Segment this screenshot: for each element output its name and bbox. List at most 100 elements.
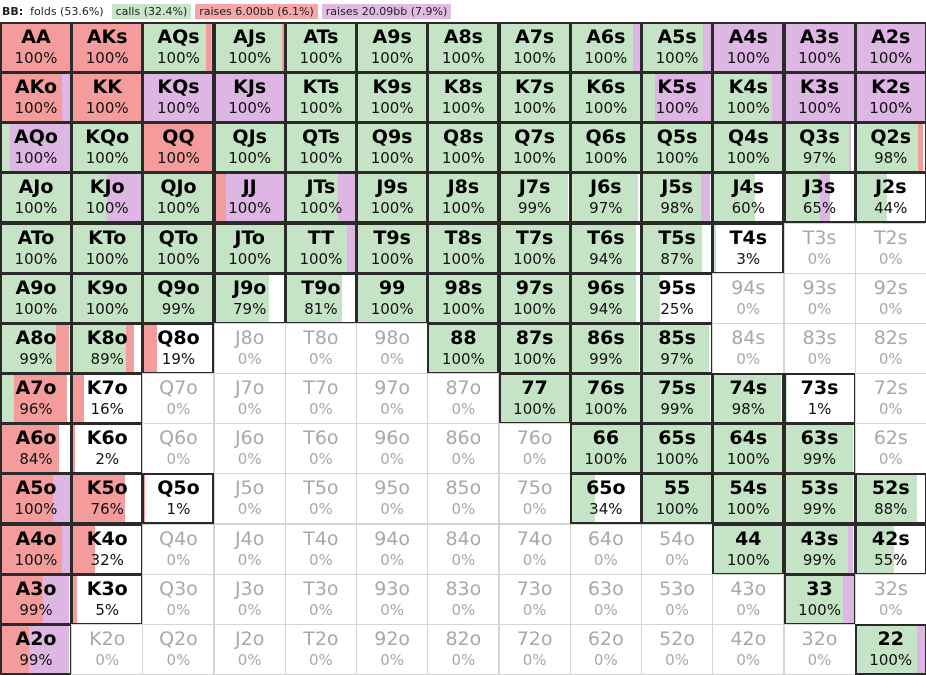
hand-cell[interactable]: A7o 96% — [0, 373, 72, 425]
hand-cell[interactable]: 92o 0% — [356, 623, 429, 675]
hand-cell[interactable]: 62s 0% — [854, 423, 926, 475]
hand-cell[interactable]: 52o 0% — [641, 623, 714, 675]
hand-cell[interactable]: Q5o 1% — [142, 473, 215, 525]
hand-cell[interactable]: K3o 5% — [71, 573, 144, 625]
hand-cell[interactable]: 54s 100% — [712, 473, 785, 525]
hand-cell[interactable]: AKo 100% — [0, 72, 72, 124]
hand-cell[interactable]: QQ 100% — [142, 122, 215, 174]
hand-cell[interactable]: K4s 100% — [712, 72, 785, 124]
hand-cell[interactable]: AA 100% — [0, 22, 72, 73]
hand-cell[interactable]: J9o 79% — [213, 272, 286, 324]
hand-cell[interactable]: KQs 100% — [142, 72, 215, 124]
hand-cell[interactable]: Q9s 100% — [356, 122, 429, 174]
hand-cell[interactable]: 84s 0% — [712, 322, 785, 374]
hand-cell[interactable]: K2s 100% — [854, 72, 926, 124]
hand-cell[interactable]: Q2s 98% — [854, 122, 926, 174]
hand-cell[interactable]: Q4s 100% — [712, 122, 785, 174]
hand-cell[interactable]: 95s 25% — [641, 272, 714, 324]
hand-cell[interactable]: K5o 76% — [71, 473, 144, 525]
hand-cell[interactable]: KTs 100% — [284, 72, 357, 124]
hand-cell[interactable]: Q3s 97% — [783, 122, 856, 174]
hand-cell[interactable]: A9s 100% — [356, 22, 429, 73]
hand-cell[interactable]: A4s 100% — [712, 22, 785, 73]
hand-cell[interactable]: 65o 34% — [569, 473, 642, 525]
hand-cell[interactable]: T3o 0% — [284, 573, 357, 625]
hand-cell[interactable]: 76o 0% — [498, 423, 571, 475]
hand-cell[interactable]: T7o 0% — [284, 373, 357, 425]
hand-cell[interactable]: JTs 100% — [284, 172, 357, 224]
hand-cell[interactable]: K6s 100% — [569, 72, 642, 124]
hand-cell[interactable]: 98o 0% — [356, 322, 429, 374]
hand-cell[interactable]: 96o 0% — [356, 423, 429, 475]
hand-cell[interactable]: 95o 0% — [356, 473, 429, 525]
hand-cell[interactable]: Q9o 99% — [142, 272, 215, 324]
hand-cell[interactable]: K7o 16% — [71, 373, 144, 425]
hand-cell[interactable]: KJo 100% — [71, 172, 144, 224]
hand-cell[interactable]: 93s 0% — [783, 272, 856, 324]
hand-cell[interactable]: 96s 94% — [569, 272, 642, 324]
hand-cell[interactable]: 64o 0% — [569, 523, 642, 575]
hand-cell[interactable]: 87o 0% — [427, 373, 500, 425]
hand-cell[interactable]: 32o 0% — [783, 623, 856, 675]
hand-cell[interactable]: K9o 100% — [71, 272, 144, 324]
hand-cell[interactable]: 33 100% — [783, 573, 856, 625]
hand-cell[interactable]: T3s 0% — [783, 222, 856, 274]
hand-cell[interactable]: K3s 100% — [783, 72, 856, 124]
hand-cell[interactable]: Q5s 100% — [641, 122, 714, 174]
hand-cell[interactable]: 42s 55% — [854, 523, 926, 575]
hand-cell[interactable]: T5o 0% — [284, 473, 357, 525]
hand-cell[interactable]: 63o 0% — [569, 573, 642, 625]
hand-cell[interactable]: 83o 0% — [427, 573, 500, 625]
hand-cell[interactable]: A7s 100% — [498, 22, 571, 73]
hand-cell[interactable]: 84o 0% — [427, 523, 500, 575]
hand-cell[interactable]: J5o 0% — [213, 473, 286, 525]
hand-cell[interactable]: J6s 97% — [569, 172, 642, 224]
hand-cell[interactable]: J4s 60% — [712, 172, 785, 224]
hand-cell[interactable]: Q8o 19% — [142, 322, 215, 374]
hand-cell[interactable]: T7s 100% — [498, 222, 571, 274]
hand-cell[interactable]: A3o 99% — [0, 573, 72, 625]
hand-cell[interactable]: 85o 0% — [427, 473, 500, 525]
hand-cell[interactable]: ATs 100% — [284, 22, 357, 73]
hand-cell[interactable]: A6s 100% — [569, 22, 642, 73]
hand-cell[interactable]: 42o 0% — [712, 623, 785, 675]
hand-cell[interactable]: ATo 100% — [0, 222, 72, 274]
hand-cell[interactable]: AJo 100% — [0, 172, 72, 224]
hand-cell[interactable]: Q4o 0% — [142, 523, 215, 575]
hand-cell[interactable]: K5s 100% — [641, 72, 714, 124]
hand-cell[interactable]: 22 100% — [854, 623, 926, 675]
hand-cell[interactable]: QJs 100% — [213, 122, 286, 174]
hand-cell[interactable]: 54o 0% — [641, 523, 714, 575]
hand-cell[interactable]: 93o 0% — [356, 573, 429, 625]
hand-cell[interactable]: J2o 0% — [213, 623, 286, 675]
hand-cell[interactable]: Q8s 100% — [427, 122, 500, 174]
hand-cell[interactable]: T9o 81% — [284, 272, 357, 324]
hand-cell[interactable]: QTo 100% — [142, 222, 215, 274]
hand-cell[interactable]: T4o 0% — [284, 523, 357, 575]
hand-cell[interactable]: A5o 100% — [0, 473, 72, 525]
hand-cell[interactable]: T8o 0% — [284, 322, 357, 374]
hand-cell[interactable]: 53o 0% — [641, 573, 714, 625]
hand-cell[interactable]: A3s 100% — [783, 22, 856, 73]
hand-cell[interactable]: 64s 100% — [712, 423, 785, 475]
hand-cell[interactable]: K8s 100% — [427, 72, 500, 124]
hand-cell[interactable]: 97s 100% — [498, 272, 571, 324]
hand-cell[interactable]: Q2o 0% — [142, 623, 215, 675]
hand-cell[interactable]: 65s 100% — [641, 423, 714, 475]
hand-cell[interactable]: 86o 0% — [427, 423, 500, 475]
hand-cell[interactable]: JJ 100% — [213, 172, 286, 224]
hand-cell[interactable]: 88 100% — [427, 322, 500, 374]
hand-cell[interactable]: 44 100% — [712, 523, 785, 575]
hand-cell[interactable]: 43o 0% — [712, 573, 785, 625]
hand-cell[interactable]: Q6s 100% — [569, 122, 642, 174]
hand-cell[interactable]: AQo 100% — [0, 122, 72, 174]
hand-cell[interactable]: J3o 0% — [213, 573, 286, 625]
hand-cell[interactable]: A4o 100% — [0, 523, 72, 575]
hand-cell[interactable]: Q3o 0% — [142, 573, 215, 625]
hand-cell[interactable]: 72o 0% — [498, 623, 571, 675]
hand-cell[interactable]: KQo 100% — [71, 122, 144, 174]
hand-cell[interactable]: 72s 0% — [854, 373, 926, 425]
hand-cell[interactable]: A8o 99% — [0, 322, 72, 374]
hand-cell[interactable]: KK 100% — [71, 72, 144, 124]
hand-cell[interactable]: 97o 0% — [356, 373, 429, 425]
